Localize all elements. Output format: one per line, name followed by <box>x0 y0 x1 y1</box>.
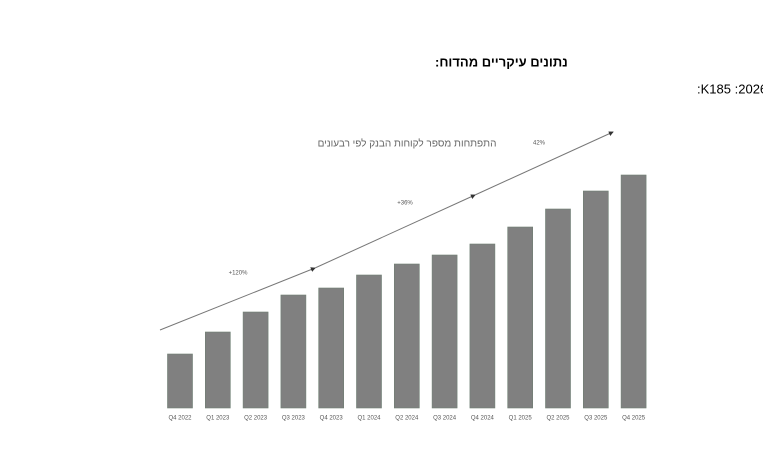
x-tick-label: Q1 2023 <box>206 416 230 422</box>
arrow <box>159 267 316 331</box>
x-tick-label: Q4 2022 <box>168 416 192 422</box>
arrow <box>474 131 614 196</box>
chart-title: התפתחות מספר לקוחות הבנק לפי רבעונים <box>318 138 497 150</box>
x-tick-label: Q2 2024 <box>395 416 419 422</box>
growth-arrows <box>159 131 614 331</box>
x-tick-label: Q3 2025 <box>584 416 608 422</box>
growth-label: 42% <box>533 141 546 147</box>
bar <box>393 263 420 409</box>
bar <box>431 254 458 409</box>
bar <box>318 287 345 409</box>
bar <box>620 174 647 409</box>
bar <box>205 331 231 409</box>
growth-label: +120% <box>229 271 249 277</box>
report-title: נתונים עיקריים מהדוח: <box>435 54 568 69</box>
report-subtitle: מספר לקוחות נכון למרץ 2026: K185: <box>697 81 763 96</box>
bar <box>545 208 571 409</box>
x-tick-label: Q2 2025 <box>546 416 570 422</box>
bar <box>280 294 307 409</box>
bar <box>167 353 193 409</box>
x-tick-label: Q3 2023 <box>282 416 306 422</box>
x-tick-label: Q4 2024 <box>471 416 495 422</box>
bar <box>507 226 534 409</box>
bar <box>242 311 269 409</box>
x-tick-label: Q2 2023 <box>244 416 268 422</box>
bar <box>582 190 609 409</box>
bar <box>469 243 496 409</box>
x-tick-label: Q4 2025 <box>622 416 646 422</box>
x-tick-label: Q3 2024 <box>433 416 457 422</box>
arrow <box>314 194 476 269</box>
bar <box>356 274 382 409</box>
growth-label: +36% <box>397 201 413 207</box>
x-tick-label: Q1 2024 <box>357 416 381 422</box>
x-tick-label: Q1 2025 <box>509 416 533 422</box>
x-tick-label: Q4 2023 <box>320 416 344 422</box>
